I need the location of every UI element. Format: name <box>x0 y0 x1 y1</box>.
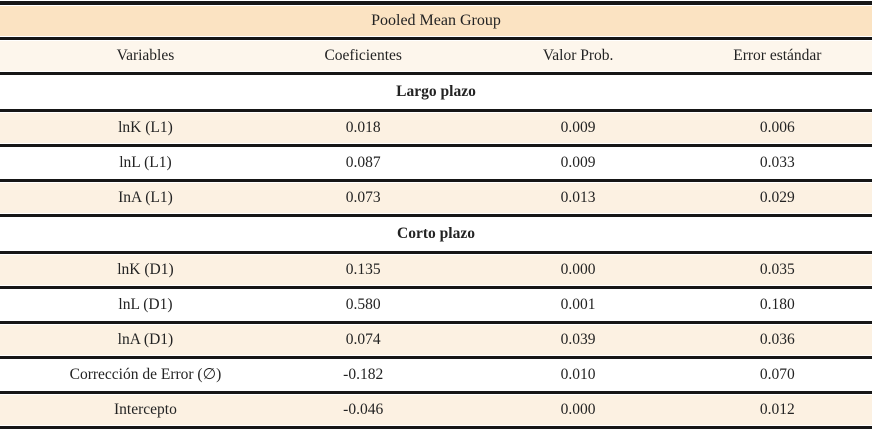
table-row: Intercepto -0.046 0.000 0.012 <box>0 395 872 425</box>
section-header: Corto plazo <box>0 218 872 250</box>
table-row: lnA (D1) 0.074 0.039 0.036 <box>0 325 872 355</box>
table-row: lnK (L1) 0.018 0.009 0.006 <box>0 113 872 143</box>
horizontal-rule <box>0 426 872 429</box>
cell-error-estandar: 0.033 <box>759 154 795 172</box>
horizontal-rule <box>0 72 872 75</box>
horizontal-rule <box>0 391 872 394</box>
horizontal-rule <box>0 321 872 324</box>
cell-error-estandar: 0.006 <box>759 119 795 137</box>
cell-variable: lnA (D1) <box>117 331 174 349</box>
cell-coeficiente: 0.074 <box>345 331 381 349</box>
cell-variable: lnK (D1) <box>117 261 174 279</box>
cell-error-estandar: 0.070 <box>759 366 795 384</box>
table-row: InA (L1) 0.073 0.013 0.029 <box>0 183 872 213</box>
cell-valor-prob: 0.013 <box>560 189 596 207</box>
cell-coeficiente: 0.073 <box>345 189 381 207</box>
cell-variable: InA (L1) <box>118 189 173 207</box>
table-row: Corrección de Error (∅) -0.182 0.010 0.0… <box>0 360 872 390</box>
cell-variable: lnK (L1) <box>118 119 173 137</box>
column-header-valor-prob: Valor Prob. <box>542 47 614 65</box>
cell-valor-prob: 0.001 <box>560 296 596 314</box>
cell-coeficiente: 0.018 <box>345 119 381 137</box>
cell-error-estandar: 0.180 <box>759 296 795 314</box>
cell-coeficiente: -0.182 <box>343 366 384 384</box>
cell-valor-prob: 0.039 <box>560 331 596 349</box>
cell-valor-prob: 0.000 <box>560 401 596 419</box>
horizontal-rule <box>0 251 872 254</box>
cell-variable: Intercepto <box>114 401 177 419</box>
column-header-variables: Variables <box>116 47 175 65</box>
table-row: lnL (D1) 0.580 0.001 0.180 <box>0 290 872 320</box>
cell-variable: Corrección de Error (∅) <box>69 366 222 384</box>
cell-coeficiente: -0.046 <box>343 401 384 419</box>
section-header: Largo plazo <box>0 76 872 108</box>
table-title-band: Pooled Mean Group <box>0 6 872 36</box>
column-header-error-estandar: Error estándar <box>733 47 822 65</box>
horizontal-rule <box>0 109 872 112</box>
cell-coeficiente: 0.087 <box>345 154 381 172</box>
cell-valor-prob: 0.009 <box>560 154 596 172</box>
horizontal-rule-top <box>0 1 872 5</box>
cell-error-estandar: 0.035 <box>759 261 795 279</box>
cell-error-estandar: 0.012 <box>759 401 795 419</box>
horizontal-rule <box>0 286 872 289</box>
horizontal-rule <box>0 356 872 359</box>
cell-error-estandar: 0.029 <box>759 189 795 207</box>
table-body: Largo plazo lnK (L1) 0.018 0.009 0.006 l… <box>0 76 872 429</box>
horizontal-rule <box>0 214 872 217</box>
cell-error-estandar: 0.036 <box>759 331 795 349</box>
section-label: Corto plazo <box>397 225 475 242</box>
table-row: lnK (D1) 0.135 0.000 0.035 <box>0 255 872 285</box>
cell-variable: lnL (D1) <box>118 296 173 314</box>
table-title: Pooled Mean Group <box>371 12 501 29</box>
horizontal-rule <box>0 144 872 147</box>
section-label: Largo plazo <box>396 83 476 100</box>
cell-valor-prob: 0.009 <box>560 119 596 137</box>
column-header-row: Variables Coeficientes Valor Prob. Error… <box>0 41 872 71</box>
cell-coeficiente: 0.135 <box>345 261 381 279</box>
cell-valor-prob: 0.010 <box>560 366 596 384</box>
horizontal-rule <box>0 179 872 182</box>
cell-coeficiente: 0.580 <box>345 296 381 314</box>
cell-valor-prob: 0.000 <box>560 261 596 279</box>
column-header-coeficientes: Coeficientes <box>324 47 402 65</box>
table-row: lnL (L1) 0.087 0.009 0.033 <box>0 148 872 178</box>
horizontal-rule <box>0 37 872 40</box>
cell-variable: lnL (L1) <box>119 154 172 172</box>
